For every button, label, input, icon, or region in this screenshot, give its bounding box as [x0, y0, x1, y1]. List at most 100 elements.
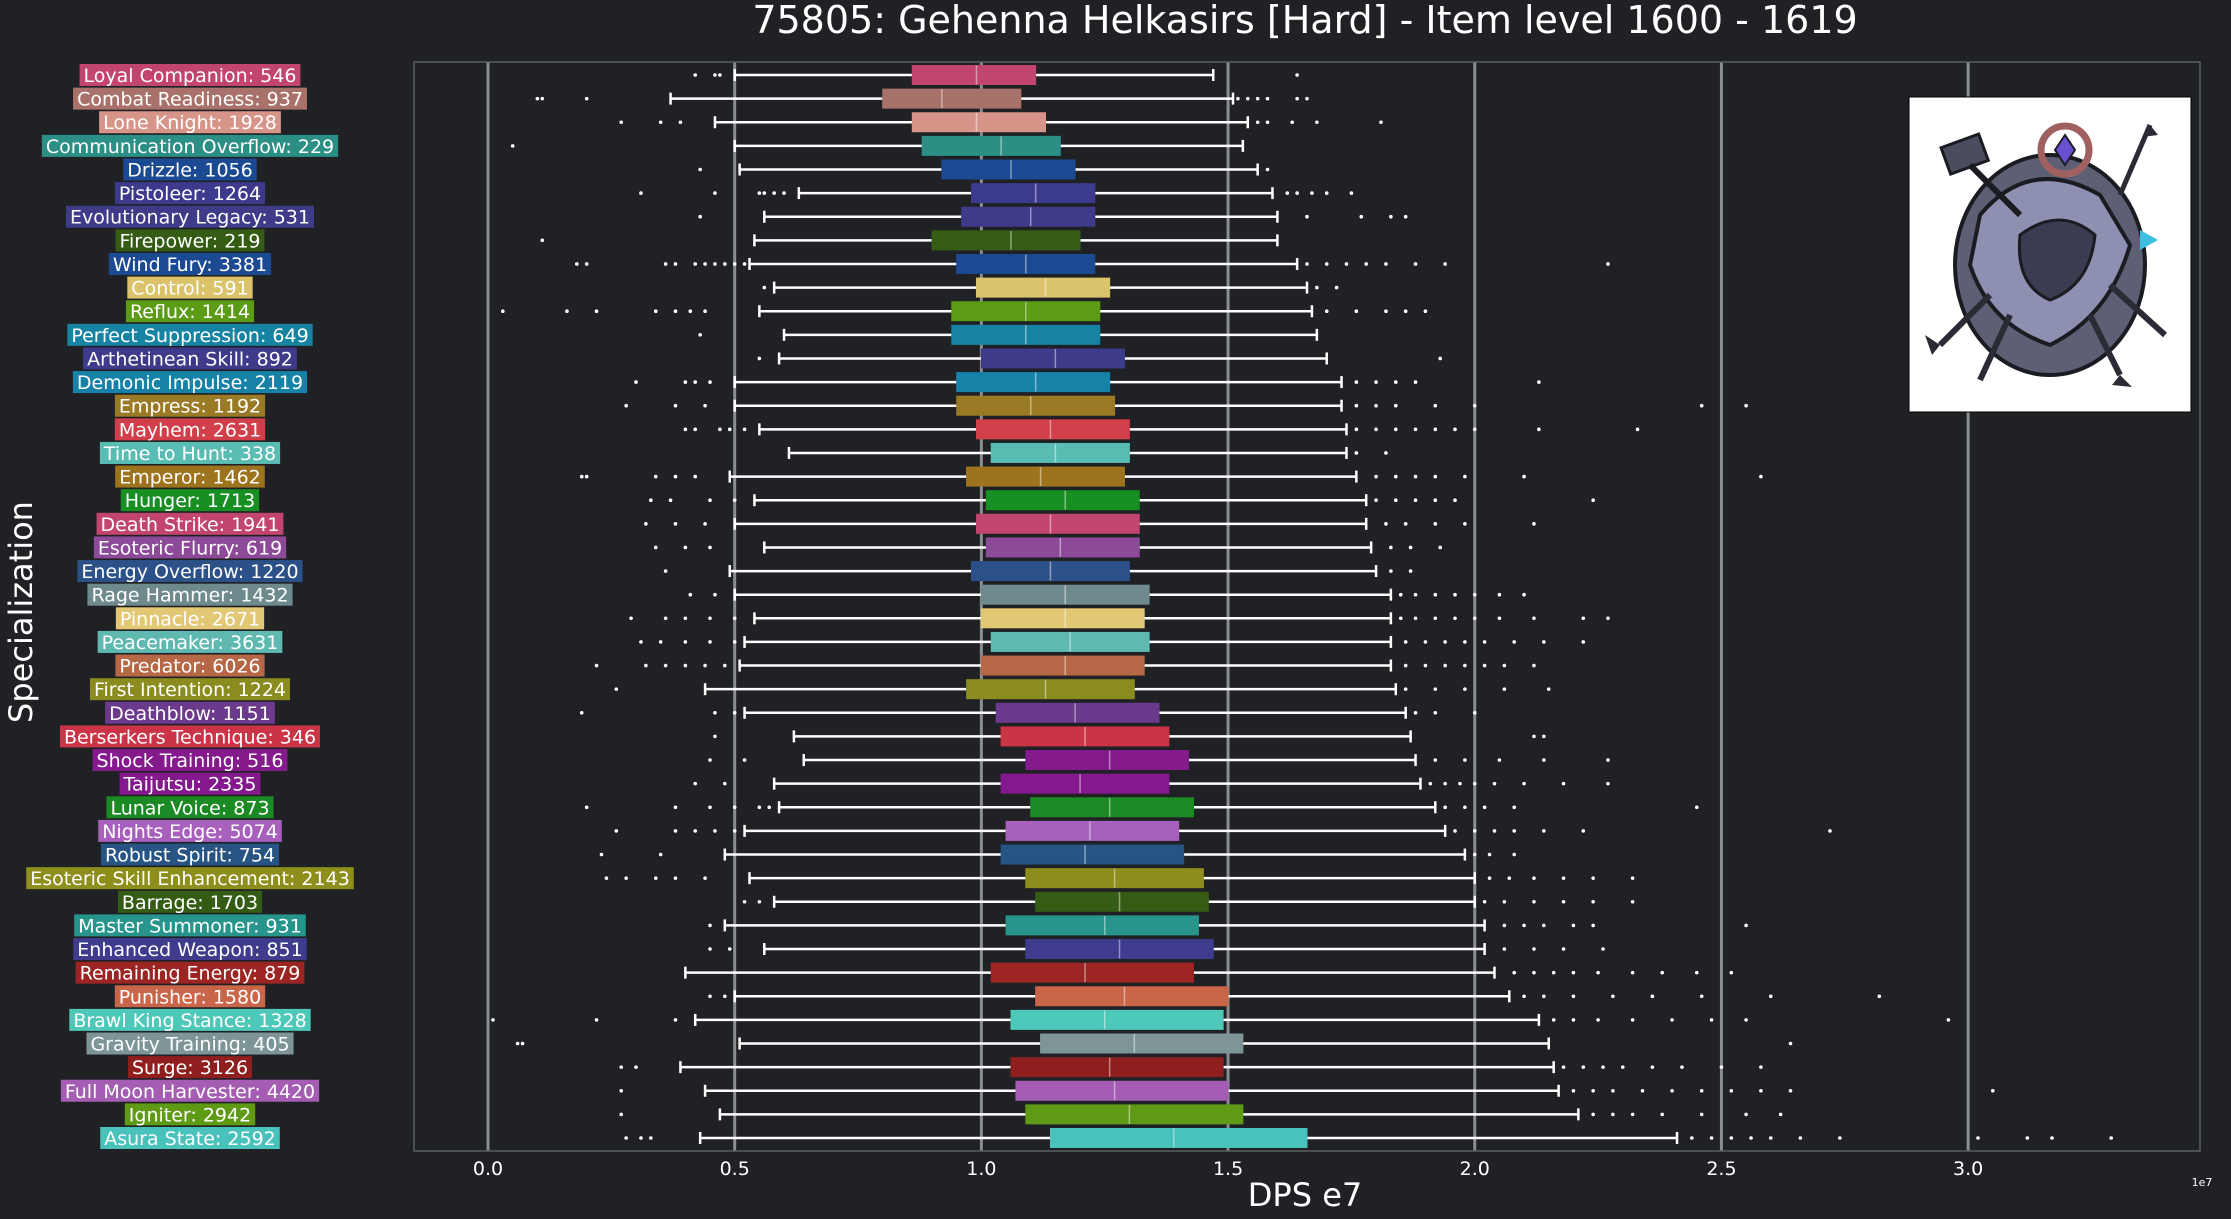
- box-20: [653, 537, 1443, 558]
- box-22: [688, 584, 1526, 605]
- box-iqr: [971, 561, 1130, 582]
- flier-point: [727, 947, 732, 951]
- flier-point: [1236, 96, 1240, 101]
- flier-point: [1729, 1136, 1734, 1140]
- label-background: [66, 205, 314, 228]
- box-iqr: [995, 702, 1160, 723]
- flier-point: [708, 923, 712, 928]
- flier-point: [1389, 545, 1393, 550]
- category-label: Firepower: 219: [115, 229, 265, 252]
- box-iqr: [882, 88, 1022, 109]
- label-background: [114, 985, 266, 1008]
- category-label-text: Esoteric Skill Enhancement: 2143: [30, 868, 350, 890]
- flier-point: [1285, 191, 1290, 195]
- flier-point: [1497, 616, 1502, 621]
- flier-point: [673, 403, 678, 408]
- flier-point: [1744, 1018, 1748, 1022]
- flier-point: [757, 805, 762, 810]
- flier-point: [1606, 616, 1610, 621]
- flier-point: [1699, 1088, 1704, 1093]
- flier-point: [619, 120, 624, 125]
- label-background: [41, 134, 339, 157]
- flier-point: [1497, 758, 1502, 762]
- flier-point: [723, 663, 727, 668]
- flier-point: [1433, 522, 1438, 526]
- box-37: [708, 939, 1605, 960]
- flier-point: [1601, 1065, 1605, 1069]
- category-label: Evolutionary Legacy: 531: [66, 205, 314, 229]
- box-iqr: [921, 135, 1061, 156]
- flier-point: [1305, 214, 1309, 219]
- box-iqr: [980, 584, 1150, 605]
- category-label: Communication Overflow: 229: [41, 134, 339, 158]
- category-label: Deathblow: 1151: [105, 701, 275, 725]
- flier-point: [1384, 451, 1388, 455]
- box-iqr: [931, 230, 1081, 251]
- flier-point: [1542, 758, 1546, 762]
- flier-point: [723, 262, 727, 266]
- category-label: Mayhem: 2631: [114, 418, 266, 441]
- flier-point: [1482, 640, 1487, 644]
- flier-point: [693, 474, 698, 479]
- flier-point: [713, 191, 717, 195]
- box-iqr: [980, 655, 1145, 676]
- flier-point: [1512, 829, 1517, 833]
- flier-point: [653, 474, 658, 479]
- label-background: [125, 300, 255, 323]
- category-label: Energy Overflow: 1220: [77, 560, 303, 583]
- flier-point: [1502, 899, 1507, 904]
- flier-point: [1719, 1065, 1724, 1069]
- flier-point: [619, 1112, 624, 1117]
- flier-point: [1532, 616, 1536, 621]
- box-4: [698, 159, 1270, 180]
- flier-point: [2050, 1136, 2054, 1140]
- category-label: Brawl King Stance: 1328: [69, 1008, 311, 1032]
- box-8: [575, 253, 1610, 274]
- flier-point: [604, 876, 609, 880]
- flier-point: [584, 805, 589, 810]
- flier-point: [1482, 805, 1487, 810]
- flier-point: [624, 403, 628, 408]
- flier-point: [1384, 262, 1388, 266]
- category-label-text: Berserkers Technique: 346: [64, 726, 316, 748]
- label-background: [99, 111, 281, 134]
- flier-point: [693, 427, 698, 432]
- flier-point: [1295, 96, 1299, 101]
- flier-point: [1744, 403, 1748, 408]
- flier-point: [1581, 640, 1586, 644]
- category-label: Time to Hunt: 338: [99, 441, 281, 465]
- flier-point: [1546, 687, 1551, 691]
- flier-point: [1413, 427, 1418, 432]
- chart-title: 75805: Gehenna Helkasirs [Hard] - Item l…: [752, 0, 1857, 42]
- flier-point: [663, 262, 668, 266]
- box-iqr: [1005, 915, 1199, 936]
- flier-point: [1502, 923, 1507, 928]
- flier-point: [1551, 1018, 1556, 1022]
- flier-point: [1463, 805, 1467, 810]
- flier-point: [575, 262, 579, 266]
- flier-point: [757, 191, 762, 195]
- box-29: [708, 750, 1610, 771]
- flier-point: [757, 356, 762, 361]
- flier-point: [535, 96, 540, 101]
- flier-point: [2109, 1136, 2113, 1140]
- flier-point: [1394, 380, 1398, 384]
- flier-point: [673, 522, 678, 526]
- box-45: [624, 1128, 2113, 1148]
- flier-point: [1611, 994, 1615, 999]
- flier-point: [2025, 1136, 2030, 1140]
- flier-point: [683, 545, 688, 550]
- flier-point: [1453, 829, 1457, 833]
- label-background: [69, 1008, 311, 1031]
- flier-point: [584, 474, 589, 479]
- label-background: [89, 678, 291, 701]
- flier-point: [644, 663, 648, 668]
- axes-frame: [413, 61, 2201, 1152]
- category-label-text: Emperor: 1462: [119, 467, 261, 489]
- flier-point: [668, 498, 673, 503]
- flier-point: [1635, 427, 1640, 432]
- box-iqr: [911, 65, 1037, 85]
- flier-point: [1245, 96, 1250, 101]
- flier-point: [1453, 427, 1457, 432]
- flier-point: [1512, 805, 1517, 810]
